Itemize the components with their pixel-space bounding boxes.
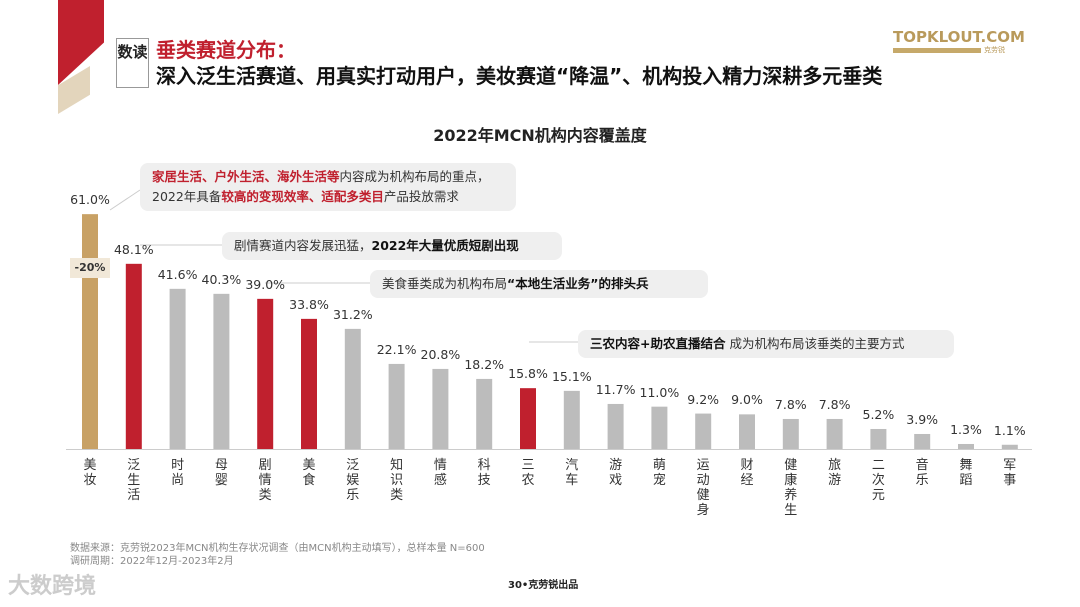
- bar-泛生活: [125, 263, 142, 449]
- bar-汽车: [563, 390, 580, 449]
- callout-text: 三农内容+助农直播结合: [590, 336, 726, 351]
- bar-时尚: [169, 288, 186, 449]
- callout-drama: 剧情赛道内容发展迅猛，2022年大量优质短剧出现: [222, 232, 562, 260]
- value-label: 3.9%: [906, 411, 939, 427]
- data-source: 数据来源：克劳锐2023年MCN机构生存状况调查（由MCN机构主动填写），总样本…: [70, 543, 485, 554]
- value-label: 1.1%: [993, 422, 1026, 438]
- value-label: 22.1%: [376, 341, 417, 357]
- bar-健康养生: [782, 418, 799, 449]
- bar-剧情类: [257, 298, 274, 449]
- x-tick-label: 运动健身: [696, 458, 710, 518]
- x-tick-label: 游戏: [609, 458, 623, 488]
- value-label: 33.8%: [289, 296, 329, 312]
- x-tick-label: 财经: [740, 458, 754, 488]
- callout-text: 较高的变现效率、适配多类目: [221, 189, 384, 204]
- x-tick-label: 剧情类: [258, 458, 272, 503]
- callout-text: 2022年大量优质短剧出现: [371, 238, 519, 253]
- callout-text: 成为机构布局该垂类的主要方式: [725, 336, 905, 351]
- callout-food: 美食垂类成为机构布局“本地生活业务”的排头兵: [370, 270, 708, 298]
- bar-泛娱乐: [344, 328, 361, 449]
- value-label: 31.2%: [332, 306, 373, 322]
- watermark: 大数跨境: [8, 574, 97, 599]
- survey-period: 调研周期：2022年12月-2023年2月: [70, 556, 234, 567]
- bar-军事: [1001, 444, 1018, 449]
- x-tick-label: 情感: [433, 458, 447, 488]
- bar-舞蹈: [958, 443, 974, 449]
- bar-三农: [520, 388, 536, 449]
- callout-connector: [109, 189, 141, 211]
- x-tick-label: 泛生活: [127, 458, 141, 503]
- x-tick-label: 时尚: [171, 458, 185, 488]
- x-tick-label: 萌宠: [652, 458, 666, 488]
- callout-text: 家居生活、户外生活、海外生活等: [152, 169, 340, 184]
- callout-text: 2022年具备: [152, 189, 222, 204]
- section-tag: 数读: [116, 38, 149, 88]
- value-label: 39.0%: [245, 276, 286, 292]
- x-tick-label: 美食: [302, 458, 316, 488]
- callout-agriculture: 三农内容+助农直播结合 成为机构布局该垂类的主要方式: [578, 330, 954, 358]
- x-tick-label: 母婴: [214, 458, 228, 488]
- value-label: 7.8%: [818, 396, 851, 412]
- x-tick-label: 健康养生: [784, 458, 798, 518]
- x-tick-label: 二次元: [871, 458, 885, 503]
- logo-sub: 克劳锐: [984, 46, 1005, 54]
- logo-bar: [893, 47, 981, 53]
- change-badge: -20%: [70, 258, 110, 278]
- value-label: 15.8%: [508, 366, 548, 382]
- callout-text: 剧情赛道内容发展迅猛，: [234, 238, 372, 253]
- bar-运动健身: [695, 413, 712, 449]
- value-label: 20.8%: [420, 346, 461, 362]
- page-number: 30•克劳锐出品: [508, 580, 579, 591]
- x-tick-label: 舞蹈: [959, 458, 973, 488]
- bar-美妆: [82, 214, 98, 449]
- value-label: 7.8%: [774, 396, 807, 412]
- x-tick-label: 泛娱乐: [346, 458, 360, 503]
- callout-text: 美食垂类成为机构布局: [382, 276, 508, 291]
- bar-美食: [301, 318, 317, 449]
- bar-二次元: [870, 428, 887, 449]
- callout-text: 产品投放需求: [383, 189, 459, 204]
- bar-旅游: [826, 418, 843, 449]
- value-label: 9.0%: [731, 392, 763, 408]
- callout-text: “本地生活业务”的排头兵: [507, 276, 649, 291]
- slide-title: 垂类赛道分布：: [156, 38, 296, 62]
- value-label: 11.0%: [639, 384, 680, 400]
- value-label: 40.3%: [201, 271, 242, 287]
- bar-游戏: [607, 403, 624, 449]
- x-tick-label: 美妆: [83, 458, 97, 488]
- bar-萌宠: [651, 406, 668, 449]
- x-tick-label: 音乐: [915, 458, 929, 488]
- brand-logo: TOPKLOUT.COM 克劳锐: [893, 28, 1025, 55]
- x-tick-label: 科技: [477, 458, 491, 488]
- footer-notes: 数据来源：克劳锐2023年MCN机构生存状况调查（由MCN机构主动填写），总样本…: [70, 542, 485, 568]
- value-label: 11.7%: [595, 381, 636, 397]
- bar-音乐: [914, 433, 931, 449]
- value-label: 48.1%: [113, 241, 154, 257]
- value-label: 18.2%: [464, 356, 505, 372]
- x-tick-label: 知识类: [390, 458, 404, 503]
- callout-lifestyle: 家居生活、户外生活、海外生活等内容成为机构布局的重点， 2022年具备较高的变现效…: [140, 163, 516, 211]
- x-tick-label: 汽车: [565, 458, 579, 488]
- logo-text: TOPKLOUT.COM: [893, 28, 1025, 46]
- value-label: 61.0%: [70, 192, 110, 208]
- x-tick-label: 旅游: [828, 458, 842, 488]
- value-label: 41.6%: [157, 266, 198, 282]
- slide-subtitle: 深入泛生活赛道、用真实打动用户，美妆赛道“降温”、机构投入精力深耕多元垂类: [156, 64, 883, 88]
- bar-情感: [432, 368, 449, 449]
- bar-知识类: [388, 363, 405, 449]
- value-label: 15.1%: [551, 368, 592, 384]
- bar-科技: [476, 378, 493, 449]
- bar-母婴: [213, 293, 230, 449]
- x-tick-label: 军事: [1003, 458, 1017, 488]
- x-tick-label: 三农: [521, 458, 535, 488]
- value-label: 1.3%: [950, 421, 982, 437]
- bar-财经: [739, 414, 755, 449]
- chart-title: 2022年MCN机构内容覆盖度: [433, 126, 647, 145]
- value-label: 9.2%: [687, 391, 720, 407]
- callout-text: 内容成为机构布局的重点，: [339, 169, 490, 184]
- value-label: 5.2%: [862, 406, 895, 422]
